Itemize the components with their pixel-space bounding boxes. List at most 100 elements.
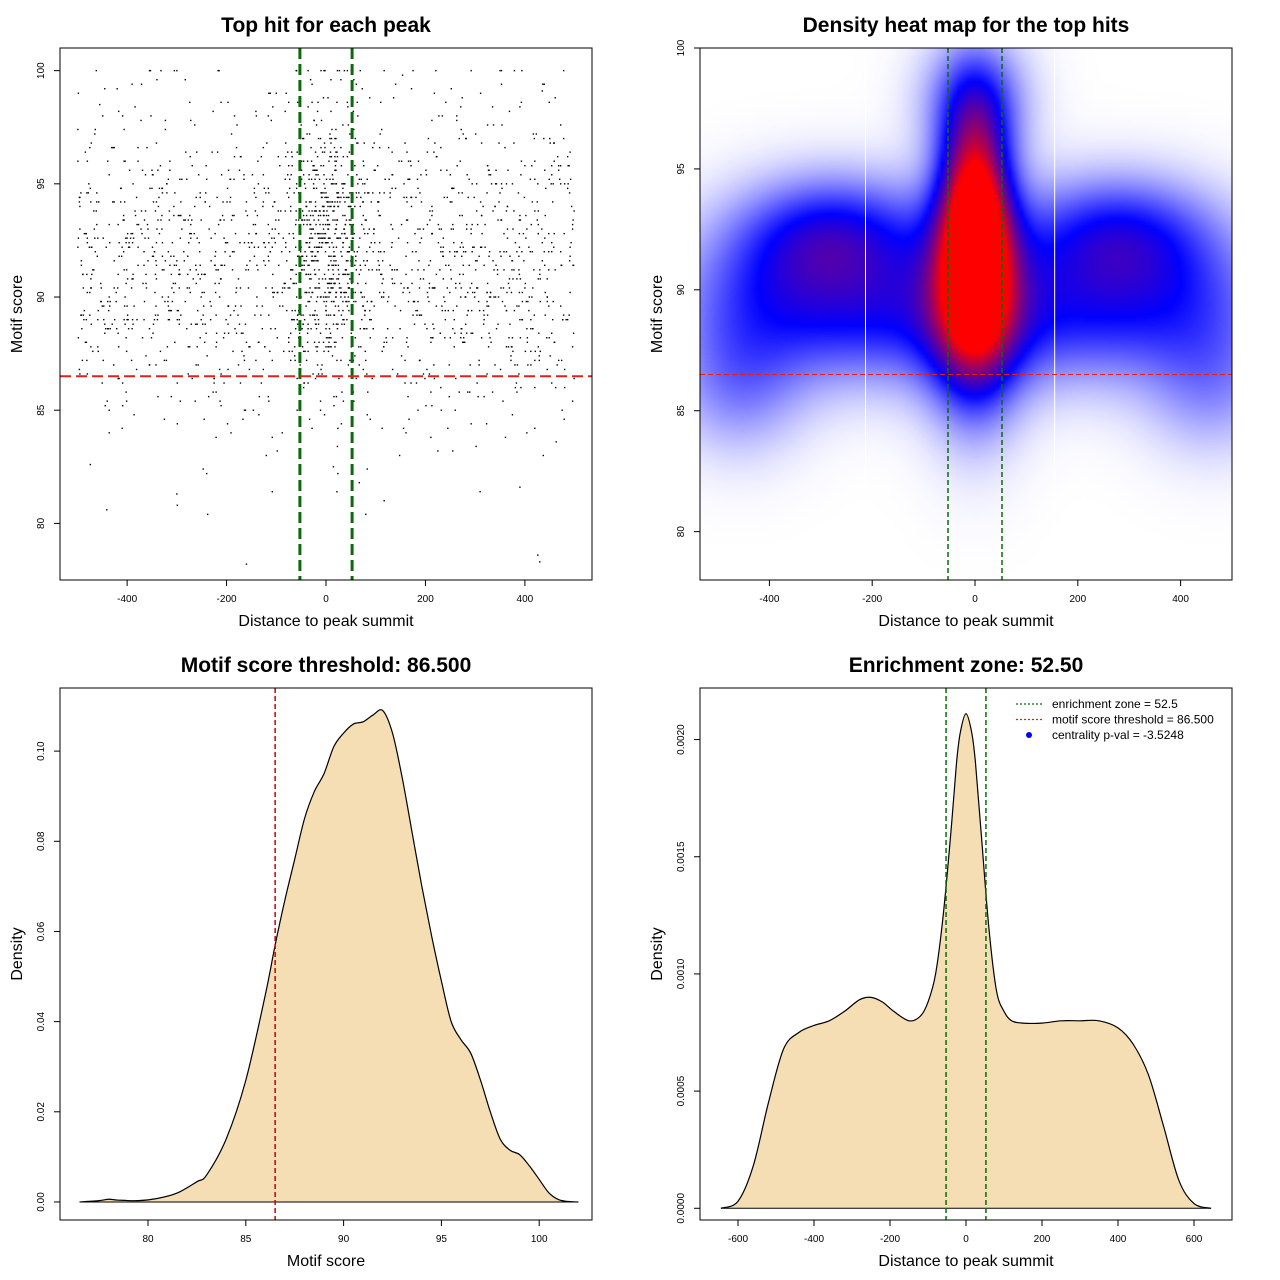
scatter-point — [405, 219, 408, 221]
scatter-point — [385, 341, 388, 343]
scatter-point — [467, 391, 469, 393]
scatter-point — [82, 287, 85, 289]
scatter-point — [131, 232, 134, 235]
scatter-point — [283, 282, 285, 285]
scatter-point — [381, 350, 383, 353]
scatter-point — [327, 97, 329, 99]
scatter-point — [549, 142, 551, 144]
scatter-point — [143, 318, 145, 321]
scatter-point — [178, 269, 181, 271]
scatter-point — [562, 314, 565, 316]
scatter-point — [545, 187, 547, 190]
scatter-point — [333, 341, 336, 343]
scatter-point — [327, 337, 329, 339]
scatter-point — [306, 341, 309, 343]
scatter-point — [466, 223, 468, 226]
scatter-point — [271, 287, 274, 289]
scatter-point — [295, 264, 297, 267]
scatter-point — [415, 309, 417, 312]
scatter-point — [442, 246, 445, 248]
scatter-point — [394, 187, 397, 190]
scatter-point — [502, 287, 505, 289]
scatter-point — [424, 377, 426, 380]
scatter-point — [355, 300, 357, 303]
scatter-point — [244, 409, 247, 411]
scatter-point — [194, 400, 196, 402]
scatter-point — [94, 133, 96, 135]
scatter-point — [335, 264, 337, 267]
heatmap-x-axis-label: Distance to peak summit — [878, 613, 1054, 630]
scatter-x-axis-label: Distance to peak summit — [238, 613, 414, 630]
scatter-point — [135, 196, 138, 199]
scatter-point — [449, 201, 451, 203]
scatter-point — [327, 196, 329, 199]
scatter-point — [340, 78, 342, 81]
scatter-point — [364, 192, 366, 194]
scatter-point — [305, 241, 307, 244]
scatter-point — [433, 377, 436, 380]
x-tick-label: 0 — [972, 594, 978, 605]
scatter-point — [467, 196, 469, 199]
scatter-point — [279, 305, 281, 307]
scatter-point — [117, 346, 120, 348]
scatter-point — [100, 300, 102, 303]
scatter-point — [530, 223, 533, 226]
scatter-point — [354, 355, 356, 357]
scatter-point — [122, 251, 125, 253]
scatter-point — [406, 337, 408, 339]
scatter-point — [359, 237, 361, 239]
scatter-point — [316, 364, 319, 366]
scatter-point — [309, 228, 311, 230]
scatter-point — [365, 282, 367, 285]
scatter-point — [310, 228, 313, 230]
scatter-point — [85, 318, 88, 321]
scatter-point — [511, 414, 514, 416]
scatter-point — [324, 278, 327, 280]
scatter-point — [342, 400, 345, 402]
scatter-point — [214, 291, 217, 294]
scatter-point — [366, 300, 368, 303]
scatter-point — [290, 318, 293, 321]
y-tick-label: 90 — [36, 291, 47, 303]
scatter-point — [324, 146, 326, 149]
scatter-point — [331, 174, 334, 176]
scatter-point — [295, 296, 298, 298]
scatter-point — [340, 359, 342, 362]
scatter-point — [326, 296, 328, 298]
scatter-point — [336, 192, 338, 194]
scatter-point — [556, 155, 559, 158]
scatter-point — [362, 368, 364, 371]
scatter-point — [293, 192, 295, 194]
scatter-point — [86, 291, 89, 294]
scatter-point — [334, 201, 336, 203]
scatter-point — [311, 427, 313, 430]
scatter-point — [85, 232, 88, 235]
scatter-point — [272, 205, 274, 208]
scatter-point — [296, 377, 298, 380]
scatter-point — [497, 296, 500, 298]
scatter-point — [305, 205, 307, 208]
scatter-point — [308, 418, 311, 420]
scatter-point — [195, 364, 197, 366]
scatter-point — [324, 69, 326, 72]
scatter-point — [239, 287, 242, 289]
scatter-point — [303, 260, 305, 262]
scatter-point — [536, 201, 539, 203]
scatter-point — [308, 178, 310, 181]
scatter-point — [461, 255, 463, 257]
scatter-point — [516, 251, 518, 253]
scatter-point — [345, 300, 347, 303]
density-curve — [79, 709, 579, 1203]
scatter-point — [498, 201, 500, 203]
scatter-point — [222, 201, 224, 203]
scatter-point — [331, 355, 334, 357]
scatter-point — [442, 255, 444, 257]
scatter-point — [526, 341, 529, 343]
scatter-point — [309, 223, 312, 226]
scatter-point — [479, 491, 481, 493]
scatter-point — [312, 183, 315, 185]
scatter-point — [442, 278, 445, 280]
scatter-point — [108, 174, 110, 176]
scatter-point — [106, 400, 108, 402]
scatter-point — [455, 377, 457, 380]
